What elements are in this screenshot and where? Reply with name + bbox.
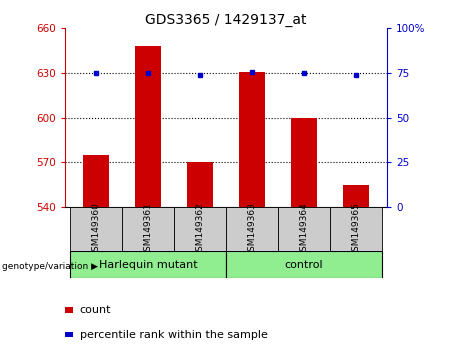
Text: genotype/variation ▶: genotype/variation ▶ bbox=[2, 262, 98, 271]
Bar bbox=[226, 251, 382, 278]
Bar bbox=[239, 72, 265, 207]
Bar bbox=[330, 207, 382, 251]
Text: GSM149361: GSM149361 bbox=[143, 202, 152, 257]
Bar bbox=[278, 207, 330, 251]
Bar bbox=[187, 162, 213, 207]
Bar bbox=[70, 251, 226, 278]
Text: GSM149365: GSM149365 bbox=[351, 202, 361, 257]
Bar bbox=[135, 46, 161, 207]
Text: GSM149364: GSM149364 bbox=[300, 202, 308, 257]
Text: GSM149363: GSM149363 bbox=[248, 202, 256, 257]
Title: GDS3365 / 1429137_at: GDS3365 / 1429137_at bbox=[145, 13, 307, 27]
Bar bbox=[174, 207, 226, 251]
Bar bbox=[122, 207, 174, 251]
Bar bbox=[226, 207, 278, 251]
Text: Harlequin mutant: Harlequin mutant bbox=[99, 259, 197, 270]
Text: control: control bbox=[284, 259, 323, 270]
Bar bbox=[83, 155, 109, 207]
Text: GSM149360: GSM149360 bbox=[91, 202, 100, 257]
Text: count: count bbox=[80, 305, 111, 315]
Text: percentile rank within the sample: percentile rank within the sample bbox=[80, 330, 268, 339]
Text: GSM149362: GSM149362 bbox=[195, 202, 204, 257]
Bar bbox=[70, 207, 122, 251]
Bar bbox=[343, 185, 369, 207]
Bar bbox=[291, 118, 317, 207]
